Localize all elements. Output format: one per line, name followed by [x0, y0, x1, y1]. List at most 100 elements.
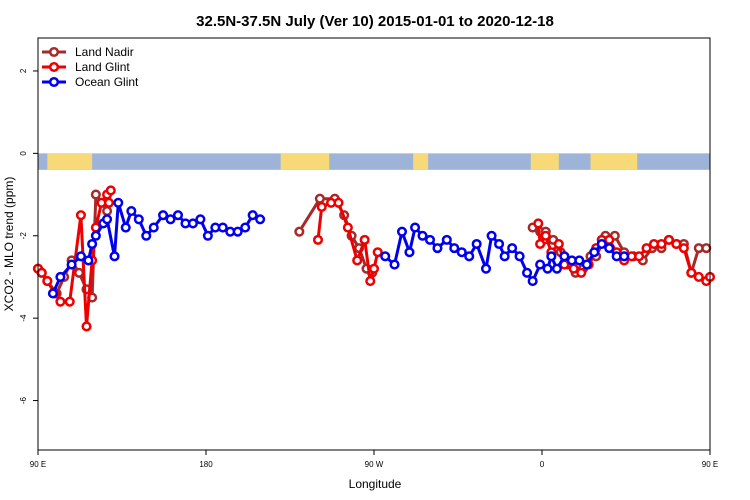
data-point	[551, 263, 562, 274]
data-point	[389, 259, 400, 270]
land-band	[413, 153, 429, 170]
y-tick-label: -2	[19, 232, 28, 240]
data-point	[90, 189, 101, 200]
x-axis-title: Longitude	[349, 477, 402, 491]
legend-label: Ocean Glint	[75, 75, 139, 89]
data-point	[333, 197, 344, 208]
data-point	[36, 267, 47, 278]
data-point	[247, 210, 258, 221]
data-point	[365, 276, 376, 287]
data-point	[255, 214, 266, 225]
data-point	[113, 197, 124, 208]
data-point	[456, 247, 467, 258]
data-point	[368, 263, 380, 274]
data-point	[105, 185, 116, 196]
data-point	[133, 214, 144, 225]
data-point	[217, 222, 228, 233]
data-point	[352, 255, 363, 266]
data-point	[202, 230, 213, 241]
data-point	[604, 243, 615, 254]
data-point	[165, 214, 176, 225]
series-line	[316, 201, 380, 283]
data-point	[372, 247, 383, 258]
data-point	[494, 238, 505, 250]
data-point	[656, 238, 667, 250]
x-axis: 90 E 180 90 W 0 90 E	[30, 450, 718, 469]
data-point	[514, 251, 525, 262]
data-point	[74, 267, 85, 278]
data-point	[417, 230, 428, 241]
data-point	[148, 222, 159, 233]
data-point	[499, 251, 510, 262]
legend-marker	[48, 61, 60, 73]
data-point	[380, 251, 391, 262]
data-point	[693, 271, 704, 283]
data-point	[75, 210, 86, 221]
data-point	[527, 276, 538, 287]
y-tick-label: -4	[19, 314, 28, 322]
data-point	[141, 230, 152, 241]
x-tick-label: 90 W	[365, 460, 384, 469]
data-point	[64, 296, 75, 307]
data-point	[596, 238, 607, 250]
data-point	[83, 255, 94, 266]
data-point	[81, 321, 92, 332]
data-point	[102, 214, 113, 225]
land-band	[47, 153, 93, 170]
y-tick-label: -6	[19, 396, 28, 404]
y-axis-title: XCO2 - MLO trend (ppm)	[2, 177, 16, 312]
y-tick-label: 2	[19, 68, 28, 73]
data-point	[671, 238, 682, 250]
data-point	[120, 222, 131, 233]
data-point	[102, 205, 113, 217]
data-point	[126, 205, 137, 217]
x-tick-label: 0	[540, 460, 545, 469]
data-point	[634, 251, 645, 262]
data-point	[540, 230, 551, 241]
data-point	[535, 238, 546, 250]
data-point	[410, 222, 421, 233]
series-land-glint	[32, 185, 716, 332]
data-point	[480, 263, 492, 274]
data-point	[486, 230, 497, 241]
data-point	[55, 271, 66, 283]
data-point	[701, 243, 712, 254]
data-point	[103, 197, 114, 208]
data-point	[316, 201, 327, 212]
data-point	[314, 193, 325, 204]
data-point	[663, 234, 674, 245]
chart-title: 32.5N-37.5N July (Ver 10) 2015-01-01 to …	[196, 13, 554, 30]
series-layer	[32, 185, 716, 332]
data-point	[546, 251, 557, 262]
legend-marker	[48, 46, 60, 58]
data-point	[75, 251, 86, 262]
land-ocean-strip	[38, 153, 710, 170]
data-point	[359, 234, 370, 245]
data-point	[109, 251, 120, 262]
legend-marker	[48, 76, 60, 88]
data-point	[404, 247, 415, 258]
data-point	[678, 243, 689, 254]
data-point	[47, 288, 58, 299]
data-point	[172, 210, 184, 221]
series-ocean-glint	[47, 197, 630, 299]
x-tick-label: 180	[199, 460, 213, 469]
data-point	[55, 296, 66, 307]
land-band	[530, 153, 559, 170]
y-axis: 2 0 -2 -4 -6	[19, 68, 38, 404]
data-point	[589, 247, 600, 258]
data-point	[396, 226, 408, 237]
legend-label: Land Nadir	[75, 45, 134, 59]
data-point	[424, 234, 436, 245]
data-point	[533, 218, 544, 229]
data-point	[312, 234, 324, 245]
series-line	[36, 190, 113, 328]
data-point	[441, 234, 452, 245]
x-tick-label: 90 E	[702, 460, 718, 469]
data-point	[641, 243, 652, 254]
data-point	[42, 276, 53, 287]
data-point	[90, 230, 101, 241]
data-point	[240, 222, 251, 233]
